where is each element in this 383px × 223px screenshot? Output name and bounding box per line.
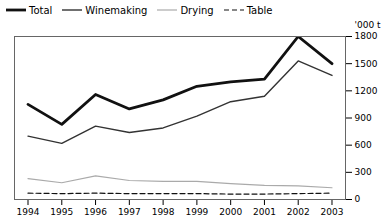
svg-text:2001: 2001 — [253, 207, 276, 217]
html-text:Table: Table — [246, 4, 273, 16]
svg-text:0: 0 — [355, 194, 361, 204]
svg-text:1995: 1995 — [50, 207, 73, 217]
html-text:Winemaking: Winemaking — [85, 4, 148, 16]
svg-text:'000 t: '000 t — [354, 20, 381, 30]
svg-text:1998: 1998 — [152, 207, 175, 217]
svg-text:1997: 1997 — [118, 207, 141, 217]
svg-text:1996: 1996 — [84, 207, 107, 217]
svg-text:2000: 2000 — [219, 207, 242, 217]
svg-text:300: 300 — [355, 167, 372, 177]
svg-text:2002: 2002 — [287, 207, 310, 217]
svg-text:1500: 1500 — [355, 59, 378, 69]
html-text:Drying: Drying — [180, 4, 214, 16]
html-text:Total: Total — [29, 4, 53, 16]
svg-text:2003: 2003 — [321, 207, 344, 217]
svg-text:1800: 1800 — [355, 31, 378, 41]
svg-text:1994: 1994 — [17, 207, 40, 217]
svg-text:1999: 1999 — [185, 207, 208, 217]
svg-text:600: 600 — [355, 140, 372, 150]
svg-text:900: 900 — [355, 113, 372, 123]
svg-text:1200: 1200 — [355, 86, 378, 96]
